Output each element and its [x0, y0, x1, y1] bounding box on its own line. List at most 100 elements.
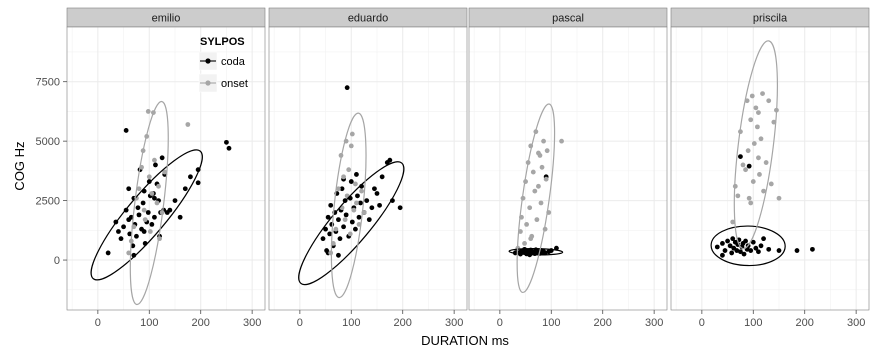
data-point-coda: [729, 250, 735, 256]
minor-grid-pascal: [469, 27, 667, 310]
data-point-onset: [538, 200, 544, 206]
data-point-coda: [542, 250, 548, 256]
data-point-coda: [753, 245, 759, 251]
legend-key-point-coda: [205, 58, 211, 64]
data-point-coda: [195, 180, 201, 186]
data-point-coda: [364, 198, 370, 204]
data-point-onset: [776, 195, 782, 201]
data-point-onset: [359, 188, 364, 194]
panel-border-pascal: [468, 26, 668, 311]
data-point-coda: [188, 174, 193, 180]
grid-pascal: [469, 27, 667, 310]
x-tick-label: 100: [542, 317, 560, 329]
x-tick-label: 200: [394, 317, 412, 329]
x-tick-label: 300: [645, 317, 663, 329]
data-point-coda: [177, 214, 183, 220]
data-point-coda: [327, 231, 333, 237]
data-point-coda: [738, 154, 743, 160]
data-point-coda: [149, 221, 155, 227]
data-point-onset: [149, 191, 155, 196]
data-point-onset: [147, 229, 153, 234]
data-point-coda: [727, 243, 733, 249]
data-point-coda: [141, 229, 147, 234]
data-point-coda: [172, 198, 178, 204]
panel-pascal: pascal: [468, 7, 668, 311]
plot-background-pascal: [469, 27, 667, 310]
data-point-coda: [226, 145, 232, 151]
data-point-onset: [750, 179, 756, 184]
data-point-onset: [559, 138, 564, 144]
data-point-onset: [761, 188, 766, 194]
grid-emilio: [67, 27, 265, 310]
data-point-coda: [134, 233, 139, 239]
data-point-coda: [159, 155, 165, 161]
data-point-onset: [346, 167, 352, 173]
x-tick-label: 200: [192, 317, 210, 329]
data-point-onset: [152, 157, 157, 163]
legend: SYLPOS coda onset: [198, 36, 248, 93]
data-point-coda: [379, 174, 385, 180]
data-point-onset: [771, 119, 777, 125]
ellipse-coda-priscila: [710, 225, 786, 267]
data-point-onset: [757, 172, 762, 177]
data-point-onset: [735, 193, 741, 199]
data-point-coda: [734, 248, 740, 253]
panel-border-priscila: [670, 26, 870, 311]
strip-label-priscila: priscila: [753, 13, 788, 25]
data-point-onset: [536, 183, 541, 189]
data-point-onset: [354, 200, 359, 206]
data-point-coda: [743, 238, 748, 244]
data-point-coda: [105, 250, 111, 256]
data-point-onset: [740, 162, 746, 168]
data-point-onset: [348, 143, 354, 149]
data-point-coda: [140, 200, 146, 206]
panel-emilio: emilio: [66, 7, 266, 311]
data-point-coda: [344, 85, 350, 91]
data-point-coda: [758, 243, 764, 249]
data-point-coda: [776, 248, 782, 253]
data-point-onset: [185, 122, 191, 127]
data-point-coda: [323, 226, 328, 232]
data-point-coda: [123, 128, 129, 133]
data-point-coda: [336, 252, 341, 258]
data-point-coda: [182, 186, 188, 192]
strip-label-pascal: pascal: [552, 13, 584, 25]
data-point-coda: [720, 252, 725, 258]
legend-key-point-onset: [205, 80, 211, 86]
data-point-onset: [532, 188, 538, 194]
panel-border-eduardo: [268, 26, 468, 311]
x-tick-label: 0: [497, 317, 503, 329]
data-point-coda: [377, 202, 382, 208]
data-point-onset: [145, 109, 151, 114]
data-point-onset: [530, 169, 536, 175]
strip-label-eduardo: eduardo: [348, 13, 388, 25]
data-point-coda: [341, 224, 346, 230]
x-tick-label: 0: [699, 317, 705, 329]
ellipse-coda-pascal: [508, 248, 564, 256]
data-point-coda: [730, 236, 736, 242]
data-point-onset: [333, 226, 339, 232]
data-point-onset: [756, 110, 761, 116]
data-point-onset: [146, 174, 152, 180]
data-point-coda: [794, 248, 800, 253]
data-point-onset: [536, 150, 541, 156]
data-point-coda: [374, 191, 380, 196]
series-onset-priscila: [730, 91, 782, 225]
plot-background-emilio: [67, 27, 265, 310]
data-point-coda: [810, 246, 815, 252]
x-axis-title: DURATION ms: [421, 333, 509, 348]
data-point-onset: [527, 205, 533, 211]
data-point-onset: [162, 169, 168, 175]
data-point-coda: [397, 205, 403, 211]
data-point-onset: [748, 200, 754, 206]
data-point-coda: [224, 139, 229, 145]
data-point-onset: [126, 250, 132, 256]
data-point-onset: [756, 155, 761, 161]
data-point-coda: [738, 249, 743, 255]
data-point-coda: [339, 186, 345, 192]
ellipse-onset-pascal: [516, 103, 556, 294]
data-point-onset: [743, 167, 748, 173]
panel-border-emilio: [66, 26, 266, 311]
data-point-onset: [760, 91, 765, 96]
x-tick-label: 300: [445, 317, 463, 329]
